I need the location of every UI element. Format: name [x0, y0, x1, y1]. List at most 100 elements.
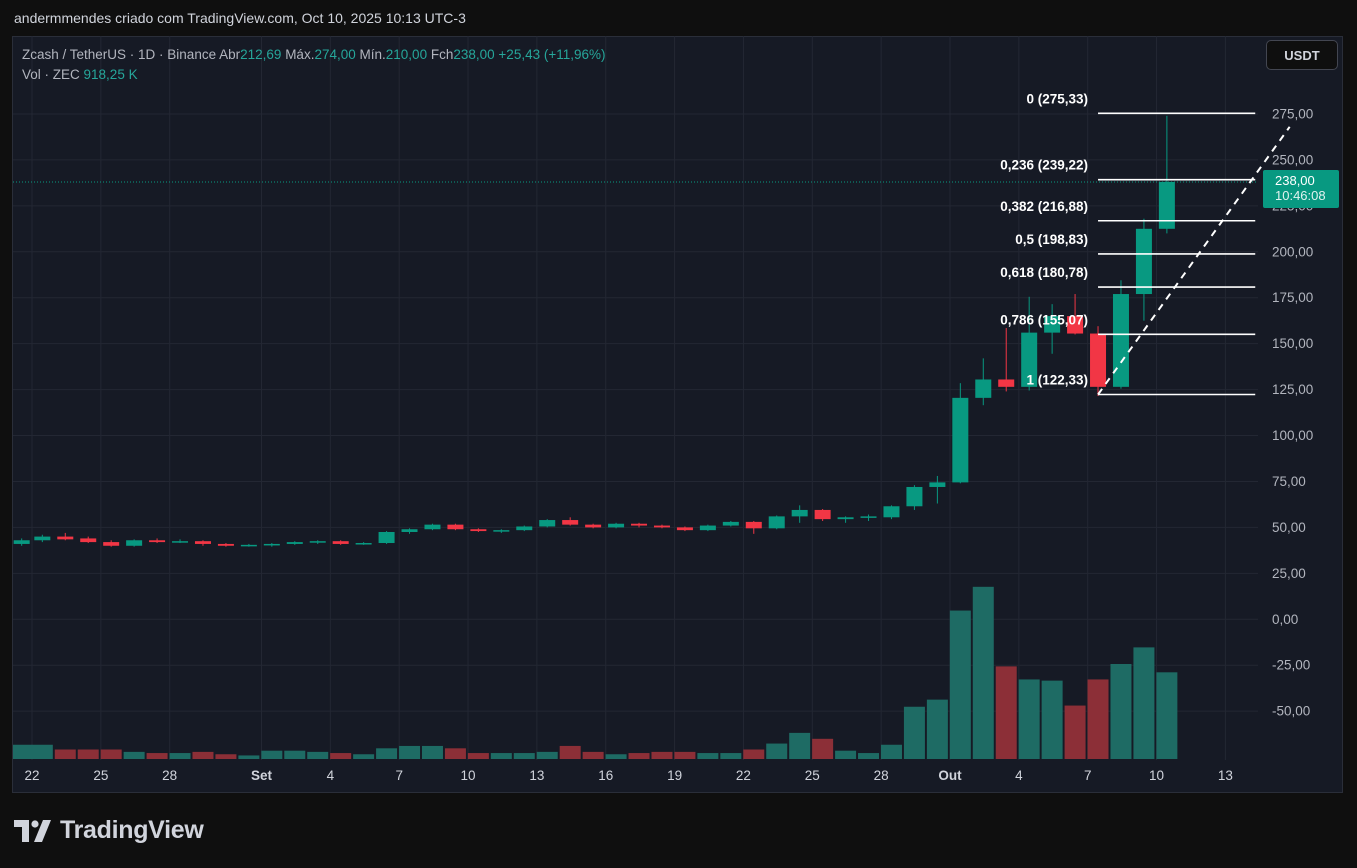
candle-body: [1021, 332, 1038, 387]
volume-bar: [1110, 664, 1132, 759]
candle-body: [1135, 228, 1152, 295]
y-tick-label: 150,00: [1272, 336, 1313, 351]
candle-body: [814, 509, 831, 520]
candle-body: [929, 482, 946, 487]
legend-ohlc-row: Zcash / TetherUS · 1D · Binance Abr212,6…: [22, 45, 606, 65]
candle-body: [194, 541, 211, 544]
volume-bar: [100, 749, 122, 759]
volume-bar: [467, 753, 489, 759]
volume-bar: [13, 744, 33, 759]
symbol-legend: Zcash / TetherUS · 1D · Binance Abr212,6…: [22, 45, 606, 85]
candle-body: [332, 541, 349, 544]
volume-bar: [743, 749, 765, 759]
y-tick-label: 50,00: [1272, 520, 1306, 535]
x-tick-label: 28: [162, 768, 177, 783]
candle-body: [1067, 316, 1084, 334]
x-tick-label: 28: [874, 768, 889, 783]
y-tick-label: 25,00: [1272, 566, 1306, 581]
volume-bars: [13, 586, 1178, 759]
volume-bar: [582, 751, 604, 759]
y-tick-label: -50,00: [1272, 704, 1310, 719]
candle-body: [768, 516, 785, 529]
volume-bar: [31, 744, 53, 759]
candle-body: [263, 543, 280, 546]
volume-bar: [880, 744, 902, 759]
legend-open-label: Abr: [219, 47, 241, 62]
volume-bar: [949, 610, 971, 759]
x-tick-label: 19: [667, 768, 682, 783]
volume-bar: [926, 699, 948, 759]
volume-bar: [995, 666, 1017, 759]
volume-bar: [307, 751, 329, 759]
grid-lines: [13, 36, 1258, 760]
legend-volume: 918,25 K: [83, 67, 138, 82]
candle-body: [103, 542, 120, 546]
candle-body: [80, 538, 97, 543]
volume-bar: [972, 586, 994, 759]
volume-bar: [284, 750, 306, 759]
last-price-tag: 238,00 10:46:08: [1263, 170, 1339, 208]
legend-high-label: Máx.: [285, 47, 315, 62]
candle-body: [493, 530, 510, 532]
y-tick-label: 275,00: [1272, 106, 1313, 121]
legend-volume-row: Vol · ZEC 918,25 K: [22, 65, 606, 85]
volume-bar: [858, 753, 880, 759]
candle-body: [539, 520, 556, 527]
candle-body: [562, 520, 579, 525]
x-tick-label: 22: [24, 768, 39, 783]
candle-body: [791, 509, 808, 517]
legend-open: 212,69: [240, 47, 282, 62]
price-axis: 275,00250,00225,00200,00175,00150,00125,…: [1272, 106, 1313, 718]
x-tick-label: 22: [736, 768, 751, 783]
candle-body: [149, 540, 166, 543]
candle-body: [470, 529, 487, 532]
candle-body: [355, 543, 372, 545]
volume-bar: [605, 754, 627, 759]
legend-volume-label: Vol · ZEC: [22, 67, 80, 82]
candle-body: [1044, 316, 1061, 333]
volume-bar: [54, 749, 76, 759]
legend-high: 274,00: [314, 47, 356, 62]
volume-bar: [353, 754, 375, 759]
volume-bar: [146, 753, 168, 759]
candle-body: [837, 517, 854, 520]
candle-body: [906, 486, 923, 507]
candle-body: [860, 516, 877, 518]
candle-body: [57, 536, 74, 540]
volume-bar: [376, 748, 398, 759]
legend-low-label: Mín.: [359, 47, 386, 62]
volume-bar: [192, 751, 214, 759]
candle-body: [447, 524, 464, 530]
volume-bar: [628, 753, 650, 759]
volume-bar: [789, 732, 811, 759]
volume-bar: [559, 745, 581, 759]
candle-body: [998, 379, 1015, 387]
x-tick-label: 7: [1084, 768, 1092, 783]
candle-body: [1112, 294, 1129, 387]
candle-body: [401, 529, 418, 532]
bar-countdown: 10:46:08: [1275, 188, 1326, 203]
volume-bar: [215, 754, 237, 759]
volume-bar: [238, 755, 260, 759]
fib-level-label: 0,236 (239,22): [1000, 158, 1088, 173]
volume-bar: [1133, 647, 1155, 759]
candle-body: [631, 523, 648, 526]
volume-bar: [651, 751, 673, 759]
currency-button[interactable]: USDT: [1266, 40, 1338, 70]
fib-level-label: 0,5 (198,83): [1015, 232, 1088, 247]
candle-body: [126, 540, 143, 546]
volume-bar: [674, 751, 696, 759]
candle-body: [309, 541, 326, 543]
legend-symbol: Zcash / TetherUS · 1D · Binance: [22, 47, 217, 62]
tradingview-logo-text: TradingView: [60, 816, 204, 844]
y-tick-label: 175,00: [1272, 290, 1313, 305]
volume-bar: [1087, 679, 1109, 759]
candle-body: [1090, 333, 1107, 387]
volume-bar: [697, 753, 719, 759]
candle-body: [975, 379, 992, 398]
fibonacci-retracement: 0 (275,33) 0,236 (239,22) 0,382 (216,88) 0,…: [1000, 91, 1291, 396]
volume-bar: [536, 751, 558, 759]
candle-body: [217, 543, 234, 546]
fib-level-label: 0,786 (155,07): [1000, 312, 1088, 327]
